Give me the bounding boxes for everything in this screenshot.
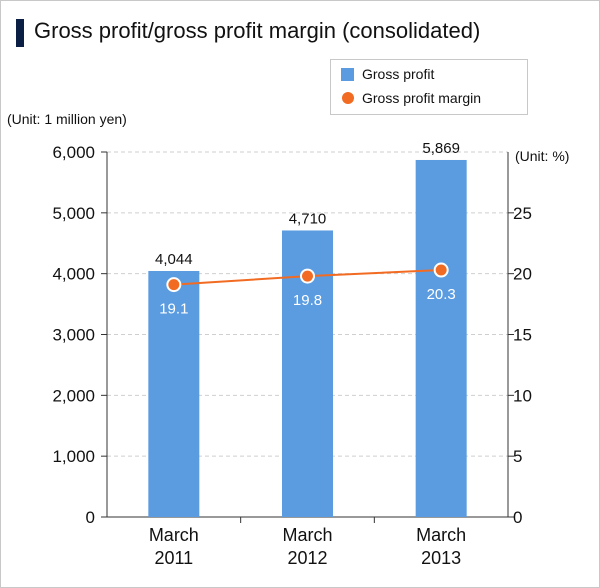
- margin-point: [166, 277, 182, 293]
- legend-line-label: Gross profit margin: [362, 90, 482, 106]
- title-accent-bar: [16, 19, 24, 47]
- x-category-label-line1: March: [416, 525, 467, 545]
- left-tick-label: 0: [86, 508, 95, 527]
- x-category-label-line1: March: [282, 525, 333, 545]
- legend-item-gross-profit: Gross profit: [341, 64, 434, 84]
- right-tick-label: 25: [513, 204, 532, 223]
- margin-value-label: 19.8: [293, 292, 322, 309]
- right-tick-label: 5: [513, 447, 522, 466]
- right-tick-label: 0: [513, 508, 522, 527]
- left-tick-label: 5,000: [52, 204, 95, 223]
- margin-value-label: 20.3: [427, 286, 456, 303]
- legend-bar-swatch: [341, 67, 354, 81]
- margin-value-label: 19.1: [159, 301, 188, 318]
- x-category-label-line1: March: [148, 525, 199, 545]
- x-category-label-line2: 2012: [287, 548, 328, 568]
- left-tick-label: 6,000: [52, 143, 95, 162]
- bar-value-label: 4,710: [289, 210, 327, 227]
- left-tick-label: 1,000: [52, 447, 95, 466]
- right-tick-label: 10: [513, 386, 532, 405]
- x-category-label: March 2013: [391, 524, 491, 570]
- left-tick-label: 2,000: [52, 386, 95, 405]
- legend-item-gross-profit-margin: Gross profit margin: [341, 88, 481, 108]
- right-axis-unit: (Unit: %): [515, 148, 570, 164]
- bar: [415, 159, 467, 517]
- x-category-label: March 2012: [258, 524, 358, 570]
- x-category-label: March 2011: [124, 524, 224, 570]
- left-tick-label: 4,000: [52, 265, 95, 284]
- right-tick-label: 20: [513, 265, 532, 284]
- margin-point: [433, 262, 449, 278]
- bar-value-label: 5,869: [422, 140, 460, 157]
- chart-title: Gross profit/gross profit margin (consol…: [34, 18, 481, 43]
- x-category-label-line2: 2011: [154, 548, 194, 568]
- legend-line-swatch: [342, 92, 354, 104]
- left-tick-label: 3,000: [52, 326, 95, 345]
- right-tick-label: 15: [513, 326, 532, 345]
- legend-bar-label: Gross profit: [362, 66, 435, 82]
- x-category-label-line2: 2013: [421, 548, 462, 568]
- bar: [148, 270, 200, 517]
- left-axis-unit: (Unit: 1 million yen): [7, 111, 127, 127]
- legend: Gross profit Gross profit margin: [330, 59, 528, 115]
- margin-point: [300, 268, 315, 284]
- bar-value-label: 4,044: [155, 251, 193, 268]
